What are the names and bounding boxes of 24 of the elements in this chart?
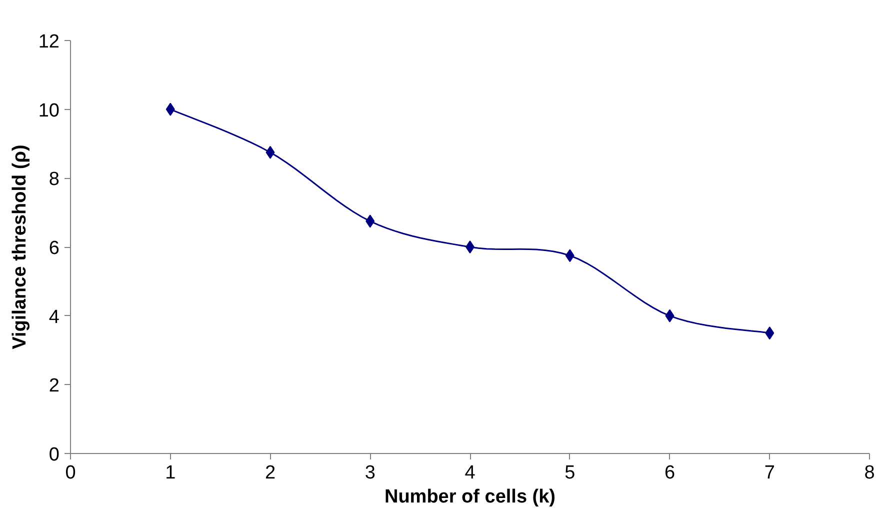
point	[166, 102, 175, 116]
y-tick-label: 12	[38, 32, 60, 52]
point	[665, 309, 674, 322]
y-tick-label: 2	[48, 376, 60, 397]
y-axis-title: Vigilance threshold (ρ)	[9, 144, 30, 350]
x-tick-label: 7	[764, 462, 775, 484]
x-axis-title: Number of cells (k)	[384, 486, 556, 508]
y-tick-label: 10	[38, 100, 60, 122]
x-tick-label: 1	[165, 462, 176, 484]
x-tick-label: 5	[564, 462, 576, 484]
point	[765, 326, 774, 340]
point	[266, 146, 275, 159]
x-tick-label: 6	[664, 462, 676, 484]
x-tick-label: 0	[65, 462, 76, 484]
x-tick-label: 2	[264, 462, 276, 484]
point	[565, 249, 574, 262]
y-tick-label: 0	[48, 444, 60, 466]
x-tick-label: 3	[364, 462, 376, 484]
point	[366, 214, 375, 228]
x-tick-label: 4	[464, 462, 476, 484]
x-tick-label: 8	[864, 462, 875, 484]
y-tick-label: 8	[48, 169, 60, 190]
y-tick-label: 6	[48, 238, 60, 259]
y-tick-label: 4	[48, 306, 60, 328]
